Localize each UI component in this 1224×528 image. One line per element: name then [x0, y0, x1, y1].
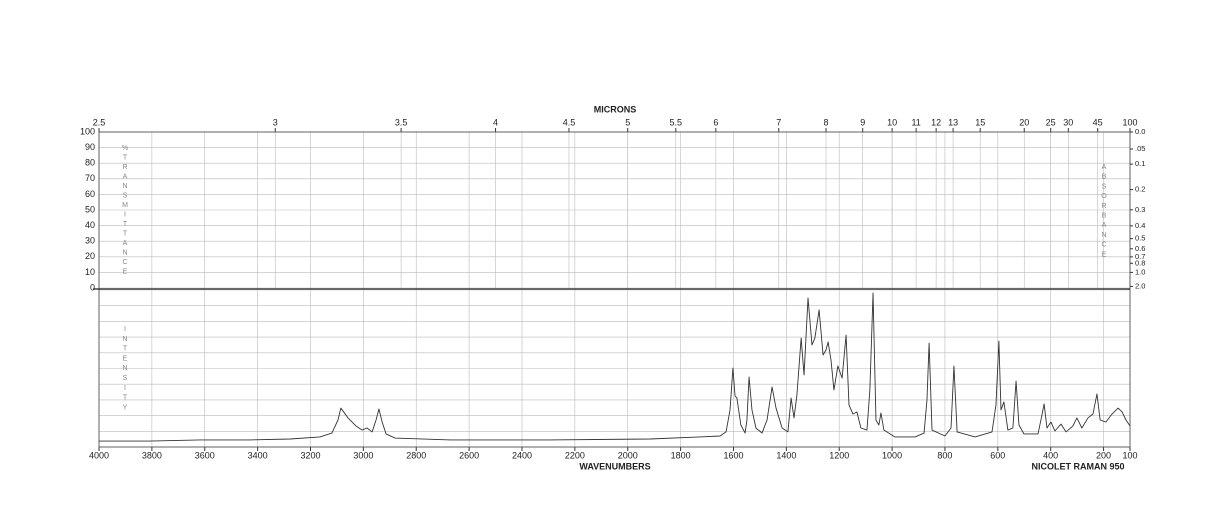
y2-tick-label: 0.8: [1135, 258, 1145, 267]
y-tick-label: 10: [85, 267, 95, 277]
micron-tick-label: 9: [860, 117, 865, 127]
micron-tick-label: 5: [625, 117, 630, 127]
x-tick-label: 600: [990, 450, 1005, 460]
x-tick-label: 4000: [89, 450, 109, 460]
micron-tick-label: 25: [1046, 117, 1056, 127]
y2-tick-label: 1.0: [1135, 267, 1145, 276]
x-tick-label: 800: [937, 450, 952, 460]
micron-tick-label: 7: [776, 117, 781, 127]
micron-tick-label: 30: [1063, 117, 1073, 127]
x-tick-label: 1800: [671, 450, 691, 460]
x-tick-label: 200: [1096, 450, 1111, 460]
micron-tick-label: 13: [948, 117, 958, 127]
x-tick-label: 100: [1122, 450, 1137, 460]
y2-tick-label: 0.1: [1135, 159, 1145, 168]
y2-tick-label: 0.4: [1135, 221, 1145, 230]
y-axis-title: % T R A N S M I T T A N C E: [122, 145, 128, 276]
instrument-label: NICOLET RAMAN 950: [1031, 461, 1124, 471]
y-tick-label: 20: [85, 251, 95, 261]
micron-tick-label: 100: [1122, 117, 1137, 127]
micron-tick-label: 20: [1019, 117, 1029, 127]
y-tick-label: 60: [85, 189, 95, 199]
y-tick-label: 30: [85, 236, 95, 246]
x-tick-label: 2400: [512, 450, 532, 460]
micron-tick-label: 8: [823, 117, 828, 127]
x-axis-title: WAVENUMBERS: [579, 461, 650, 471]
micron-tick-label: 45: [1093, 117, 1103, 127]
y2-tick-label: 0.6: [1135, 244, 1145, 253]
micron-tick-label: 6: [713, 117, 718, 127]
y-tick-label: 0: [90, 282, 95, 292]
x-tick-label: 2200: [565, 450, 585, 460]
micron-tick-label: 3: [273, 117, 278, 127]
micron-tick-label: 10: [887, 117, 897, 127]
y2-tick-label: .05: [1135, 144, 1145, 153]
micron-tick-label: 4.5: [563, 117, 576, 127]
x-tick-label: 2600: [459, 450, 479, 460]
y2-tick-label: 0.7: [1135, 252, 1145, 261]
y-tick-label: 80: [85, 158, 95, 168]
y-tick-label: 90: [85, 142, 95, 152]
micron-tick-label: 11: [911, 117, 920, 127]
micron-tick-label: 3.5: [395, 117, 408, 127]
y2-tick-label: 2.0: [1135, 281, 1145, 290]
x-tick-label: 3400: [248, 450, 268, 460]
x-tick-label: 1400: [776, 450, 796, 460]
y2-tick-label: 0.0: [1135, 127, 1145, 136]
x-tick-label: 3800: [142, 450, 162, 460]
x-tick-label: 1000: [882, 450, 902, 460]
micron-tick-label: 2.5: [93, 117, 106, 127]
y2-tick-label: 0.3: [1135, 205, 1145, 214]
y2-tick-label: 0.2: [1135, 185, 1145, 194]
x-tick-label: 3600: [195, 450, 215, 460]
x-tick-label: 3000: [353, 450, 373, 460]
micron-tick-label: 12: [931, 117, 941, 127]
x-tick-label: 1600: [723, 450, 743, 460]
x-tick-label: 2000: [618, 450, 638, 460]
x-tick-label: 3200: [300, 450, 320, 460]
micron-tick-label: 4: [493, 117, 498, 127]
micron-tick-label: 5.5: [670, 117, 683, 127]
y-tick-label: 100: [80, 126, 95, 136]
top-axis-title: MICRONS: [594, 104, 637, 114]
y-tick-label: 70: [85, 173, 95, 183]
x-tick-label: 400: [1043, 450, 1058, 460]
x-tick-label: 2800: [406, 450, 426, 460]
y-tick-label: 40: [85, 220, 95, 230]
y-tick-label: 50: [85, 204, 95, 214]
y2-tick-label: 0.5: [1135, 234, 1145, 243]
micron-tick-label: 15: [975, 117, 985, 127]
spectrum-line: [99, 292, 1131, 442]
x-tick-label: 1200: [829, 450, 849, 460]
